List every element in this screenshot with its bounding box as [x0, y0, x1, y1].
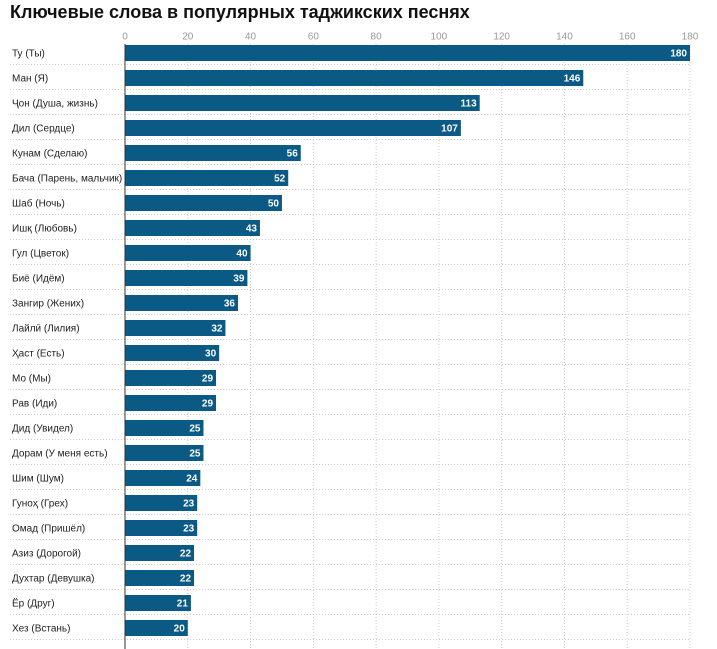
value-label: 36 [224, 299, 236, 310]
value-label: 43 [246, 224, 258, 235]
bar [125, 120, 461, 136]
category-label: Ман (Я) [12, 74, 48, 85]
bar [125, 520, 198, 536]
x-tick-label: 160 [619, 32, 636, 43]
bar [125, 495, 198, 511]
value-label: 107 [441, 124, 458, 135]
value-label: 146 [564, 74, 581, 85]
category-label: Дорам (У меня есть) [12, 449, 108, 460]
category-label: Дил (Сердце) [12, 124, 75, 135]
x-tick-label: 100 [431, 32, 448, 43]
category-label: Гуноҳ (Грех) [12, 499, 68, 510]
value-label: 50 [268, 199, 280, 210]
bar [125, 195, 282, 211]
value-label: 39 [233, 274, 245, 285]
x-tick-label: 20 [182, 32, 194, 43]
bar [125, 595, 191, 611]
category-label: Рав (Иди) [12, 399, 57, 410]
x-tick-label: 180 [682, 32, 699, 43]
category-label: Шим (Шум) [12, 474, 64, 485]
category-label: Гул (Цветок) [12, 249, 69, 260]
bar [125, 445, 204, 461]
value-label: 21 [177, 599, 189, 610]
value-label: 23 [183, 499, 195, 510]
category-label: Хез (Встань) [12, 624, 70, 635]
bar [125, 295, 238, 311]
x-tick-label: 80 [371, 32, 383, 43]
value-label: 24 [186, 474, 198, 485]
x-tick-label: 60 [308, 32, 320, 43]
category-label: Ишқ (Любовь) [12, 223, 77, 235]
bar [125, 95, 480, 111]
chart-title: Ключевые слова в популярных таджикских п… [10, 2, 470, 22]
category-label: Ёр (Друг) [12, 598, 55, 610]
bar [125, 545, 195, 561]
bar [125, 270, 248, 286]
value-label: 113 [461, 99, 478, 110]
bar [125, 570, 195, 586]
bar [125, 45, 690, 61]
bar [125, 470, 201, 486]
category-label: Ту (Ты) [12, 49, 45, 60]
bar [125, 145, 301, 161]
value-label: 32 [211, 324, 223, 335]
bar [125, 245, 251, 261]
x-tick-label: 40 [245, 32, 257, 43]
bar [125, 345, 220, 361]
value-label: 56 [287, 149, 299, 160]
category-label: Бача (Парень, мальчик) [12, 174, 122, 185]
bar [125, 620, 188, 636]
value-label: 40 [236, 249, 248, 260]
category-label: Лайлӣ (Лилия) [12, 324, 80, 335]
category-label: Дид (Увидел) [12, 424, 73, 435]
category-label: Зангир (Жених) [12, 299, 84, 310]
value-label: 20 [174, 624, 186, 635]
category-label: Ҳаст (Есть) [12, 349, 65, 360]
category-label: Кунам (Сделаю) [12, 149, 87, 160]
bar [125, 170, 289, 186]
category-label: Шаб (Ночь) [12, 198, 65, 210]
value-label: 22 [180, 574, 192, 585]
bar [125, 370, 217, 386]
value-label: 29 [202, 399, 214, 410]
category-label: Биё (Идём) [12, 274, 65, 285]
bar [125, 70, 584, 86]
bar [125, 420, 204, 436]
bar [125, 320, 226, 336]
value-label: 180 [670, 49, 687, 60]
value-label: 25 [189, 424, 201, 435]
value-label: 25 [189, 449, 201, 460]
category-label: Омад (Пришёл) [12, 524, 85, 535]
value-label: 52 [274, 174, 286, 185]
category-label: Азиз (Дорогой) [12, 549, 81, 560]
x-tick-label: 140 [556, 32, 573, 43]
category-label: Мо (Мы) [12, 374, 51, 385]
category-label: Ҷон (Душа, жизнь) [12, 99, 98, 110]
x-tick-label: 120 [493, 32, 510, 43]
value-label: 22 [180, 549, 192, 560]
bar [125, 220, 260, 236]
bar [125, 395, 217, 411]
x-tick-label: 0 [122, 32, 128, 43]
value-label: 23 [183, 524, 195, 535]
value-label: 29 [202, 374, 214, 385]
value-label: 30 [205, 349, 217, 360]
category-label: Духтар (Девушка) [12, 574, 95, 585]
